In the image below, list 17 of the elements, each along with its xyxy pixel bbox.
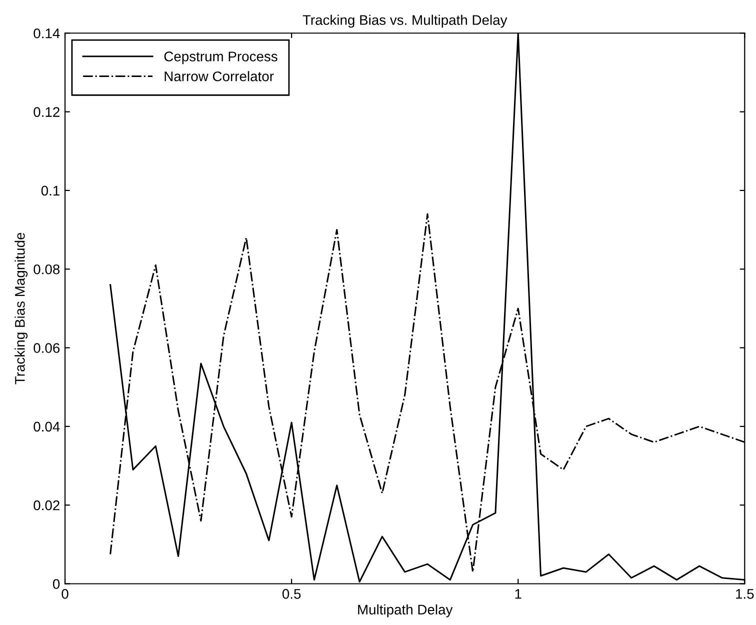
y-tick-label: 0.06	[34, 343, 60, 353]
x-tick-label: 1	[515, 589, 522, 599]
y-tick-label: 0.1	[41, 186, 60, 196]
y-tick-label: 0.08	[34, 264, 60, 274]
y-axis-title: Tracking Bias Magnitude	[14, 232, 28, 384]
x-axis-title: Multipath Delay	[358, 604, 453, 618]
x-tick-label: 1.5	[736, 589, 754, 599]
x-tick-label: 0	[62, 588, 68, 599]
y-tick-label: 0.14	[34, 28, 60, 38]
y-tick-label: 0.02	[34, 500, 60, 510]
x-tick-label: 0.5	[282, 588, 301, 599]
chart-title: Tracking Bias vs. Multipath Delay	[302, 14, 508, 28]
y-tick-label: 0	[52, 579, 60, 589]
y-tick-label: 0.04	[34, 422, 60, 432]
legend-label: Cepstrum Process	[164, 52, 278, 64]
legend-label: Narrow Correlator	[164, 71, 274, 82]
y-tick-label: 0.12	[34, 107, 60, 117]
